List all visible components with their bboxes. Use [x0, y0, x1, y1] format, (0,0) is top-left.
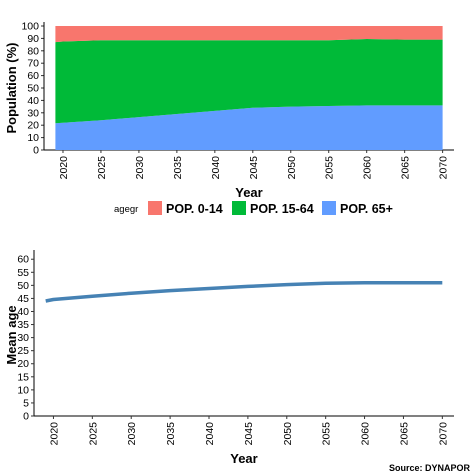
area-y-tick-label: 30: [27, 107, 39, 119]
line-x-axis-title: Year: [230, 451, 257, 466]
line-y-tick-label: 55: [17, 267, 29, 279]
area-y-tick-label: 100: [21, 21, 39, 33]
line-x-tick-label: 2060: [360, 422, 372, 446]
line-x-tick-label: 2025: [87, 422, 99, 446]
legend-key: [148, 201, 162, 215]
area-y-tick-label: 10: [27, 132, 39, 144]
line-y-tick-label: 10: [17, 384, 29, 396]
area-x-tick-label: 2060: [362, 156, 374, 180]
area-series-pop-65: [55, 105, 443, 150]
area-x-tick-label: 2070: [438, 156, 450, 180]
area-x-tick-label: 2040: [210, 156, 222, 180]
legend: agegr POP. 0-14 POP. 15-64 POP. 65+: [114, 201, 393, 216]
area-x-tick-label: 2065: [400, 156, 412, 180]
legend-key: [232, 201, 246, 215]
area-x-tick-label: 2055: [324, 156, 336, 180]
line-y-tick-label: 40: [17, 306, 29, 318]
line-x-tick-label: 2020: [48, 422, 60, 446]
line-y-tick-label: 35: [17, 319, 29, 331]
legend-label: POP. 65+: [340, 202, 393, 216]
line-x-tick-label: 2050: [282, 422, 294, 446]
area-y-tick-label: 90: [27, 33, 39, 45]
area-series-pop-0-14: [55, 26, 443, 43]
area-y-tick-label: 80: [27, 45, 39, 57]
area-y-tick-label: 0: [33, 145, 39, 157]
line-y-tick-label: 0: [23, 411, 29, 423]
source-caption: Source: DYNAPOR: [389, 463, 471, 473]
area-x-tick-label: 2050: [286, 156, 298, 180]
line-x-tick-label: 2070: [437, 422, 449, 446]
legend-title: agegr: [114, 204, 138, 215]
line-y-tick-label: 15: [17, 371, 29, 383]
line-y-axis-title: Mean age: [4, 305, 19, 364]
area-x-tick-label: 2020: [58, 156, 70, 180]
legend-label: POP. 15-64: [250, 202, 314, 216]
line-y-tick-label: 45: [17, 293, 29, 305]
area-y-tick-label: 20: [27, 120, 39, 132]
line-x-tick-label: 2045: [243, 422, 255, 446]
area-x-tick-label: 2030: [134, 156, 146, 180]
line-y-tick-label: 25: [17, 345, 29, 357]
area-x-tick-label: 2045: [248, 156, 260, 180]
line-x-tick-label: 2040: [204, 422, 216, 446]
area-y-axis-title: Population (%): [4, 43, 19, 134]
area-y-tick-label: 50: [27, 83, 39, 95]
legend-key: [322, 201, 336, 215]
line-x-tick-label: 2035: [165, 422, 177, 446]
line-y-tick-label: 50: [17, 280, 29, 292]
line-y-tick-label: 20: [17, 358, 29, 370]
line-y-tick-label: 30: [17, 332, 29, 344]
area-y-tick-label: 40: [27, 95, 39, 107]
area-y-tick-label: 70: [27, 58, 39, 70]
line-y-tick-label: 5: [23, 397, 29, 409]
line-y-tick-label: 60: [17, 254, 29, 266]
area-x-tick-label: 2025: [96, 156, 108, 180]
area-y-tick-label: 60: [27, 70, 39, 82]
legend-label: POP. 0-14: [166, 202, 223, 216]
mean-age-line: [45, 280, 443, 303]
area-x-tick-label: 2035: [172, 156, 184, 180]
line-x-tick-label: 2055: [321, 422, 333, 446]
area-x-axis-title: Year: [235, 185, 262, 200]
line-x-tick-label: 2030: [126, 422, 138, 446]
line-x-tick-label: 2065: [398, 422, 410, 446]
area-series-pop-15-64: [55, 39, 443, 124]
